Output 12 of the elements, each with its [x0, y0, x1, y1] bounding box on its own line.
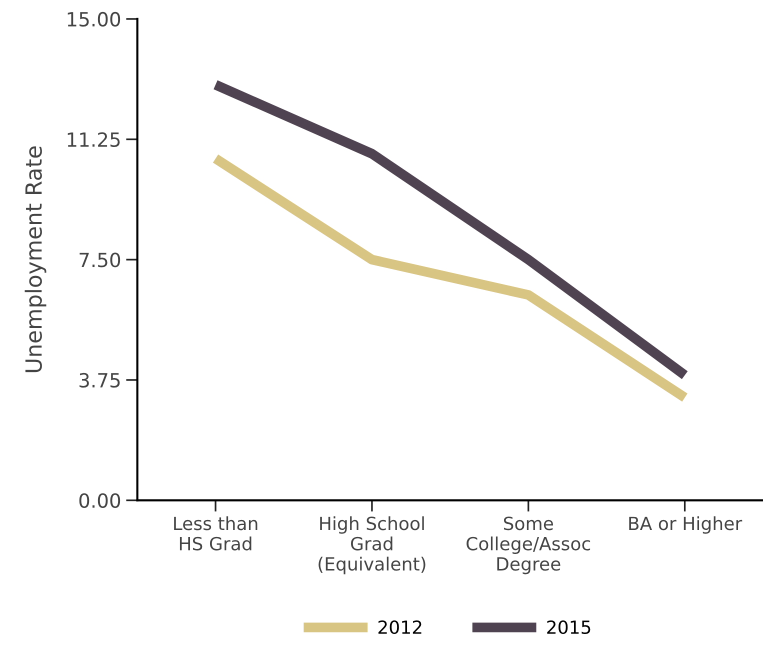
- x-tick-label: Some College/Assoc Degree: [466, 516, 590, 574]
- y-tick-label: 15.00: [68, 12, 120, 27]
- legend-label: 2012: [378, 620, 422, 634]
- x-tick-label: BA or Higher: [629, 516, 742, 534]
- legend-label: 2015: [547, 620, 590, 634]
- y-tick-label: 7.50: [80, 252, 120, 268]
- y-axis-title: Unemployment Rate: [24, 146, 46, 372]
- y-tick-label: 11.25: [68, 132, 120, 147]
- x-tick-label: Less than HS Grad: [174, 516, 258, 550]
- y-tick-label: 0.00: [79, 493, 120, 508]
- x-tick-label: High School Grad (Equivalent): [318, 516, 426, 574]
- y-tick-label: 3.75: [80, 372, 120, 388]
